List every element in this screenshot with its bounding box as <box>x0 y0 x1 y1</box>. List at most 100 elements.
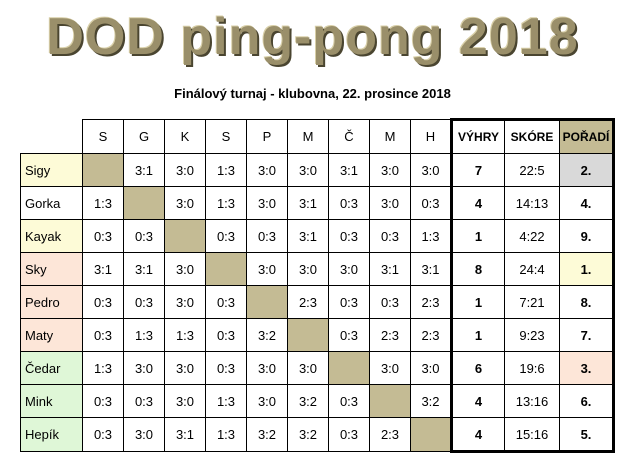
result-cell: 3:0 <box>164 252 206 286</box>
score-cell: 14:13 <box>504 186 560 220</box>
result-cell: 3:1 <box>164 417 206 452</box>
result-cell: 3:1 <box>369 252 411 286</box>
wins-cell: 4 <box>450 417 505 453</box>
player-name: Kayak <box>20 219 83 253</box>
wins-cell: 1 <box>450 318 505 352</box>
corner-cell <box>20 119 83 154</box>
column-header: M <box>369 119 411 154</box>
score-cell: 15:16 <box>504 417 560 453</box>
page-title: DOD ping-pong 2018 <box>46 8 579 66</box>
rank-cell: 2. <box>559 153 615 187</box>
rank-cell: 1. <box>559 252 615 286</box>
result-cell: 0:3 <box>246 219 288 253</box>
result-cell: 3:2 <box>246 318 288 352</box>
diagonal-cell <box>287 318 329 352</box>
column-header: K <box>164 119 206 154</box>
result-cell: 0:3 <box>123 285 165 319</box>
header-row: S G K S P M Č M H VÝHRY SKÓRE POŘADÍ <box>20 118 615 154</box>
result-cell: 3:0 <box>246 351 288 385</box>
result-cell: 1:3 <box>410 219 452 253</box>
result-cell: 1:3 <box>123 318 165 352</box>
result-cell: 3:0 <box>123 351 165 385</box>
result-cell: 0:3 <box>205 219 247 253</box>
wins-cell: 1 <box>450 285 505 319</box>
result-cell: 2:3 <box>369 318 411 352</box>
table-row: Čedar 1:3 3:0 3:0 0:3 3:0 3:0 3:0 3:0 6 19:6 3. <box>20 351 615 385</box>
column-header: M <box>287 119 329 154</box>
result-cell: 0:3 <box>369 285 411 319</box>
result-cell: 2:3 <box>369 417 411 452</box>
rank-cell: 4. <box>559 186 615 220</box>
result-cell: 3:0 <box>287 153 329 187</box>
result-cell: 3:0 <box>287 351 329 385</box>
player-name: Hepík <box>20 417 83 452</box>
wins-cell: 4 <box>450 186 505 220</box>
result-cell: 3:0 <box>287 252 329 286</box>
score-cell: 24:4 <box>504 252 560 286</box>
rank-cell: 9. <box>559 219 615 253</box>
result-cell: 3:0 <box>164 384 206 418</box>
result-cell: 3:0 <box>328 252 370 286</box>
result-cell: 0:3 <box>123 219 165 253</box>
result-cell: 3:0 <box>164 153 206 187</box>
column-header: Č <box>328 119 370 154</box>
diagonal-cell <box>410 417 452 452</box>
result-cell: 1:3 <box>205 153 247 187</box>
result-cell: 3:0 <box>369 153 411 187</box>
result-cell: 0:3 <box>410 186 452 220</box>
result-cell: 2:3 <box>410 285 452 319</box>
player-name: Sigy <box>20 153 83 187</box>
result-cell: 0:3 <box>328 186 370 220</box>
rank-cell: 7. <box>559 318 615 352</box>
result-cell: 0:3 <box>82 285 124 319</box>
result-cell: 0:3 <box>82 384 124 418</box>
results-table: S G K S P M Č M H VÝHRY SKÓRE POŘADÍ Sig… <box>20 118 615 453</box>
result-cell: 0:3 <box>328 417 370 452</box>
player-name: Gorka <box>20 186 83 220</box>
result-cell: 3:1 <box>123 153 165 187</box>
result-cell: 3:2 <box>410 384 452 418</box>
player-name: Sky <box>20 252 83 286</box>
result-cell: 0:3 <box>369 219 411 253</box>
diagonal-cell <box>205 252 247 286</box>
player-name: Mink <box>20 384 83 418</box>
result-cell: 3:1 <box>410 252 452 286</box>
wins-cell: 8 <box>450 252 505 286</box>
result-cell: 3:0 <box>246 153 288 187</box>
diagonal-cell <box>164 219 206 253</box>
score-cell: 9:23 <box>504 318 560 352</box>
result-cell: 3:0 <box>410 153 452 187</box>
result-cell: 1:3 <box>205 417 247 452</box>
result-cell: 3:0 <box>164 351 206 385</box>
result-cell: 3:2 <box>287 417 329 452</box>
result-cell: 0:3 <box>82 417 124 452</box>
result-cell: 3:0 <box>123 417 165 452</box>
column-header: S <box>82 119 124 154</box>
result-cell: 1:3 <box>205 384 247 418</box>
player-name: Maty <box>20 318 83 352</box>
column-header: H <box>410 119 452 154</box>
table-row: Gorka 1:3 3:0 1:3 3:0 3:1 0:3 3:0 0:3 4 14:13 4. <box>20 186 615 220</box>
result-cell: 1:3 <box>82 186 124 220</box>
result-cell: 3:0 <box>369 351 411 385</box>
diagonal-cell <box>123 186 165 220</box>
result-cell: 0:3 <box>328 285 370 319</box>
table-row: Maty 0:3 1:3 1:3 0:3 3:2 0:3 2:3 2:3 1 9:23 7. <box>20 318 615 352</box>
wins-cell: 7 <box>450 153 505 187</box>
result-cell: 0:3 <box>328 318 370 352</box>
result-cell: 0:3 <box>205 285 247 319</box>
result-cell: 3:0 <box>246 252 288 286</box>
result-cell: 0:3 <box>82 219 124 253</box>
result-cell: 3:1 <box>287 219 329 253</box>
score-cell: 4:22 <box>504 219 560 253</box>
wins-cell: 1 <box>450 219 505 253</box>
wins-cell: 6 <box>450 351 505 385</box>
result-cell: 1:3 <box>205 186 247 220</box>
result-cell: 3:1 <box>287 186 329 220</box>
diagonal-cell <box>246 285 288 319</box>
result-cell: 3:1 <box>82 252 124 286</box>
result-cell: 3:0 <box>410 351 452 385</box>
rank-cell: 5. <box>559 417 615 453</box>
result-cell: 3:1 <box>328 153 370 187</box>
result-cell: 1:3 <box>82 351 124 385</box>
